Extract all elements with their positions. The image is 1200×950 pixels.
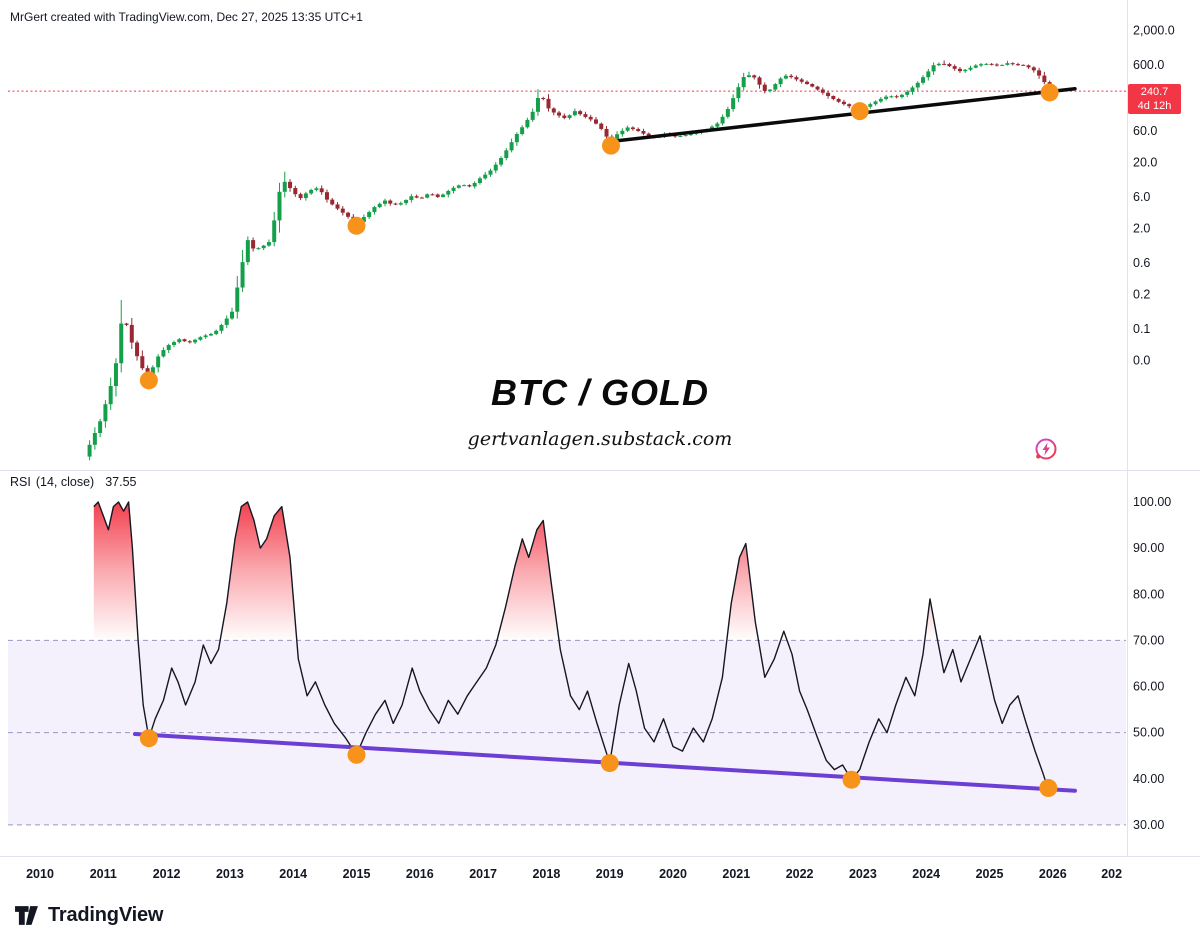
svg-text:0.0: 0.0 [1133, 353, 1150, 367]
svg-text:20.0: 20.0 [1133, 155, 1157, 169]
svg-text:60.0: 60.0 [1133, 124, 1157, 138]
svg-text:90.00: 90.00 [1133, 541, 1164, 555]
svg-text:100.00: 100.00 [1133, 495, 1171, 509]
svg-text:2025: 2025 [976, 867, 1004, 881]
svg-text:30.00: 30.00 [1133, 818, 1164, 832]
svg-text:6.0: 6.0 [1133, 190, 1150, 204]
price-low-marker[interactable] [601, 136, 620, 155]
svg-text:202: 202 [1101, 867, 1122, 881]
rsi-label: RSI [10, 475, 31, 489]
svg-text:2019: 2019 [596, 867, 624, 881]
rsi-low-marker[interactable] [347, 745, 366, 764]
svg-text:60.00: 60.00 [1133, 680, 1164, 694]
svg-text:0.1: 0.1 [1133, 322, 1150, 336]
rsi-low-marker[interactable] [1039, 779, 1058, 798]
svg-text:2018: 2018 [532, 867, 560, 881]
candlestick-series [87, 60, 1052, 461]
svg-text:2010: 2010 [26, 867, 54, 881]
svg-text:50.00: 50.00 [1133, 726, 1164, 740]
svg-text:600.0: 600.0 [1133, 58, 1164, 72]
svg-text:2026: 2026 [1039, 867, 1067, 881]
bar-countdown: 4d 12h [1137, 100, 1172, 112]
rsi-low-marker[interactable] [842, 770, 861, 789]
rsi-indicator-header[interactable]: RSI (14, close) 37.55 [10, 475, 136, 489]
price-trendline[interactable] [611, 87, 1077, 143]
tradingview-logo-text: TradingView [48, 904, 164, 926]
svg-text:2022: 2022 [786, 867, 814, 881]
boost-lightning-icon[interactable] [1033, 437, 1059, 463]
rsi-low-marker[interactable] [139, 729, 158, 748]
rsi-low-marker[interactable] [600, 754, 619, 773]
svg-text:2.0: 2.0 [1133, 221, 1150, 235]
chart-credit: MrGert created with TradingView.com, Dec… [10, 10, 363, 24]
svg-text:2,000.0: 2,000.0 [1133, 23, 1175, 37]
svg-text:2023: 2023 [849, 867, 877, 881]
rsi-axis-labels[interactable]: 100.00 90.00 80.00 70.00 60.00 50.00 40.00 30.0… [1133, 495, 1171, 832]
rsi-params: (14, close) [35, 475, 95, 489]
svg-text:0.6: 0.6 [1133, 256, 1150, 270]
rsi-value: 37.55 [105, 475, 137, 489]
svg-text:2013: 2013 [216, 867, 244, 881]
svg-text:0.2: 0.2 [1133, 287, 1150, 301]
svg-text:2015: 2015 [343, 867, 371, 881]
rsi-overbought-fill [93, 502, 982, 641]
svg-text:2011: 2011 [90, 867, 117, 881]
svg-text:2020: 2020 [659, 867, 687, 881]
svg-text:2024: 2024 [912, 867, 940, 881]
svg-text:2021: 2021 [722, 867, 750, 881]
last-price-badge: 240.7 4d 12h [1128, 84, 1181, 114]
price-low-marker[interactable] [850, 102, 869, 121]
price-low-marker[interactable] [139, 371, 158, 390]
tradingview-logo-icon [15, 906, 38, 925]
price-low-marker[interactable] [1040, 83, 1059, 102]
svg-text:2014: 2014 [279, 867, 307, 881]
svg-text:80.00: 80.00 [1133, 587, 1164, 601]
svg-text:70.00: 70.00 [1133, 633, 1164, 647]
svg-text:2017: 2017 [469, 867, 497, 881]
price-low-marker[interactable] [347, 216, 366, 235]
svg-text:2012: 2012 [153, 867, 181, 881]
svg-text:2016: 2016 [406, 867, 434, 881]
time-axis-labels[interactable]: 2010 2011 2012 2013 2014 2015 2016 2017 2018 2019… [26, 867, 1122, 881]
rsi-line [93, 501, 1050, 791]
svg-text:40.00: 40.00 [1133, 772, 1164, 786]
footer-brand[interactable]: TradingView [14, 903, 163, 928]
price-axis-labels[interactable]: 2,000.0 600.0 60.0 20.0 6.0 2.0 0.6 0.2 0.1 0.0 [1133, 23, 1175, 367]
last-price-value: 240.7 [1140, 86, 1169, 98]
